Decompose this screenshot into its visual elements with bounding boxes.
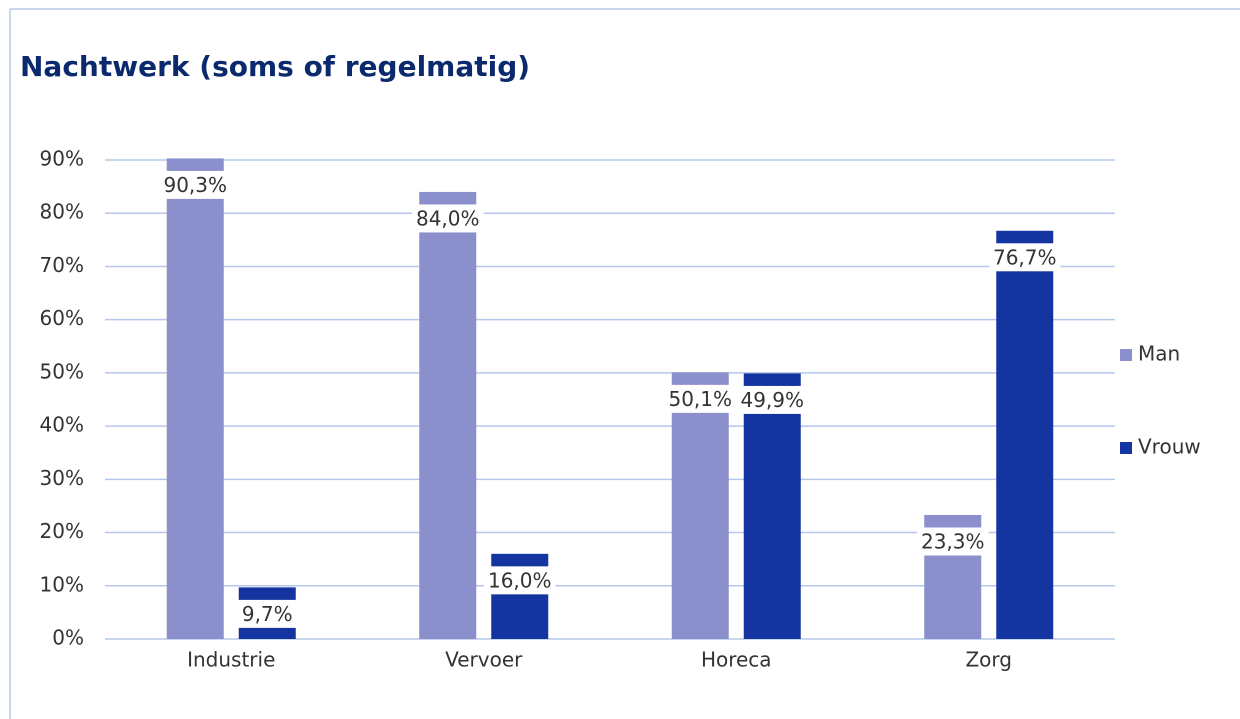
data-label-bg <box>237 599 297 628</box>
bar <box>671 372 729 639</box>
x-tick-label: Horeca <box>701 648 772 672</box>
y-tick-label: 50% <box>40 359 84 383</box>
y-tick-label: 40% <box>40 413 84 437</box>
data-label-bg <box>411 204 484 233</box>
data-label: 50,1% <box>668 387 732 411</box>
x-tick-label: Vervoer <box>445 648 523 672</box>
x-tick-label: Zorg <box>965 648 1012 672</box>
data-label: 84,0% <box>416 206 480 230</box>
bar <box>743 373 801 639</box>
y-tick-label: 20% <box>40 519 84 543</box>
data-label: 76,7% <box>993 245 1057 269</box>
data-label-bg <box>159 170 232 199</box>
y-tick-label: 10% <box>40 572 84 596</box>
legend-label: Man <box>1138 342 1180 366</box>
data-label: 16,0% <box>488 568 552 592</box>
chart-title: Nachtwerk (soms of regelmatig) <box>20 50 530 83</box>
legend-label: Vrouw <box>1138 435 1201 459</box>
bar <box>996 230 1054 639</box>
data-label-bg <box>736 385 809 414</box>
y-tick-label: 90% <box>40 147 84 171</box>
bar <box>166 158 224 640</box>
y-tick-label: 80% <box>40 200 84 224</box>
data-label-bg <box>916 527 989 556</box>
data-label: 49,9% <box>740 388 804 412</box>
x-tick-label: Industrie <box>187 648 275 672</box>
y-tick-label: 60% <box>40 306 84 330</box>
bar <box>419 191 477 639</box>
y-tick-label: 0% <box>52 626 84 650</box>
data-label-bg <box>988 243 1061 272</box>
data-label: 9,7% <box>242 602 293 626</box>
legend-swatch <box>1120 442 1132 454</box>
data-label-bg <box>664 384 737 413</box>
data-label-bg <box>483 566 556 595</box>
legend-swatch <box>1120 349 1132 361</box>
y-tick-label: 30% <box>40 466 84 490</box>
y-tick-label: 70% <box>40 253 84 277</box>
data-label: 23,3% <box>921 529 985 553</box>
data-label: 90,3% <box>163 173 227 197</box>
